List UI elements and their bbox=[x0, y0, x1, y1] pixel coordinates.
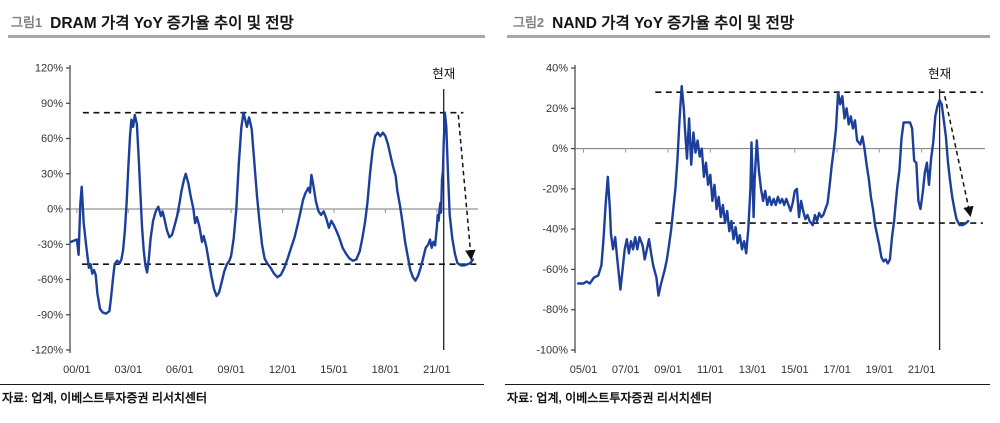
figure-source: 자료: 업계, 이베스트투자증권 리서치센터 bbox=[2, 391, 208, 405]
figure-number-label: 그림2 bbox=[513, 15, 545, 30]
x-tick-label: 07/01 bbox=[612, 364, 640, 376]
figure-source: 자료: 업계, 이베스트투자증권 리서치센터 bbox=[507, 391, 713, 405]
x-tick-label: 19/01 bbox=[866, 364, 894, 376]
x-tick-label: 13/01 bbox=[739, 364, 767, 376]
x-tick-label: 09/01 bbox=[654, 364, 682, 376]
current-label: 현재 bbox=[432, 67, 455, 81]
y-tick-label: -120% bbox=[31, 345, 63, 357]
y-tick-label: 30% bbox=[41, 168, 63, 180]
x-tick-label: 18/01 bbox=[372, 364, 400, 376]
x-tick-label: 21/01 bbox=[908, 364, 936, 376]
figure-header: 그림2 NAND 가격 YoY 증가율 추이 및 전망 bbox=[513, 11, 990, 33]
x-tick-label: 06/01 bbox=[166, 364, 194, 376]
y-tick-label: 0% bbox=[47, 204, 63, 216]
x-tick-label: 11/01 bbox=[697, 364, 724, 376]
x-tick-label: 15/01 bbox=[781, 364, 809, 376]
figure-header: 그림1 DRAM 가격 YoY 증가율 추이 및 전망 bbox=[11, 11, 484, 33]
source-divider bbox=[505, 384, 990, 386]
source-divider bbox=[0, 384, 484, 386]
x-tick-label: 09/01 bbox=[217, 364, 245, 376]
y-tick-label: 90% bbox=[41, 98, 63, 110]
figure-title: DRAM 가격 YoY 증가율 추이 및 전망 bbox=[50, 15, 294, 32]
x-tick-label: 03/01 bbox=[115, 364, 143, 376]
figure-dram: 그림1 DRAM 가격 YoY 증가율 추이 및 전망 120% 90% 60% 30%… bbox=[0, 11, 485, 405]
y-tick-label: -90% bbox=[37, 309, 63, 321]
y-tick-label: 20% bbox=[546, 103, 568, 115]
yoy-series-line bbox=[576, 84, 970, 297]
y-tick-label: -20% bbox=[542, 183, 568, 195]
forecast-arrow bbox=[944, 96, 974, 218]
y-tick-label: -100% bbox=[536, 345, 568, 357]
y-tick-label: -40% bbox=[542, 224, 568, 236]
y-tick-label: -80% bbox=[542, 304, 568, 316]
y-tick-label: 60% bbox=[41, 133, 63, 145]
x-tick-label: 00/01 bbox=[63, 364, 91, 376]
x-tick-label: 15/01 bbox=[320, 364, 348, 376]
y-tick-label: 0% bbox=[552, 143, 568, 155]
dram-yoy-line-chart: 120% 90% 60% 30% 0% -30% -60% -90% -120%00/01 03/… bbox=[31, 63, 478, 376]
x-tick-label: 05/01 bbox=[570, 364, 598, 376]
title-underline bbox=[8, 35, 485, 38]
nand-yoy-line-chart: 40% 20% 0% -20% -40% -60% -80% -100%05/01 07/01 0… bbox=[536, 63, 985, 376]
forecast-arrow bbox=[457, 114, 476, 261]
figure-nand: 그림2 NAND 가격 YoY 증가율 추이 및 전망 40% 20% 0% -20% -… bbox=[500, 0, 1000, 423]
title-underline bbox=[507, 35, 990, 38]
x-tick-label: 17/01 bbox=[823, 364, 851, 376]
figure-number-label: 그림1 bbox=[11, 15, 43, 30]
y-tick-label: -60% bbox=[37, 274, 63, 286]
x-tick-label: 12/01 bbox=[269, 364, 297, 376]
x-tick-label: 21/01 bbox=[423, 364, 451, 376]
y-tick-label: 120% bbox=[35, 63, 63, 75]
figure-title: NAND 가격 YoY 증가율 추이 및 전망 bbox=[552, 15, 795, 32]
y-tick-label: 40% bbox=[546, 63, 568, 75]
y-tick-label: -30% bbox=[37, 239, 63, 251]
yoy-series-line bbox=[69, 111, 475, 315]
current-label: 현재 bbox=[928, 67, 951, 81]
y-tick-label: -60% bbox=[542, 264, 568, 276]
